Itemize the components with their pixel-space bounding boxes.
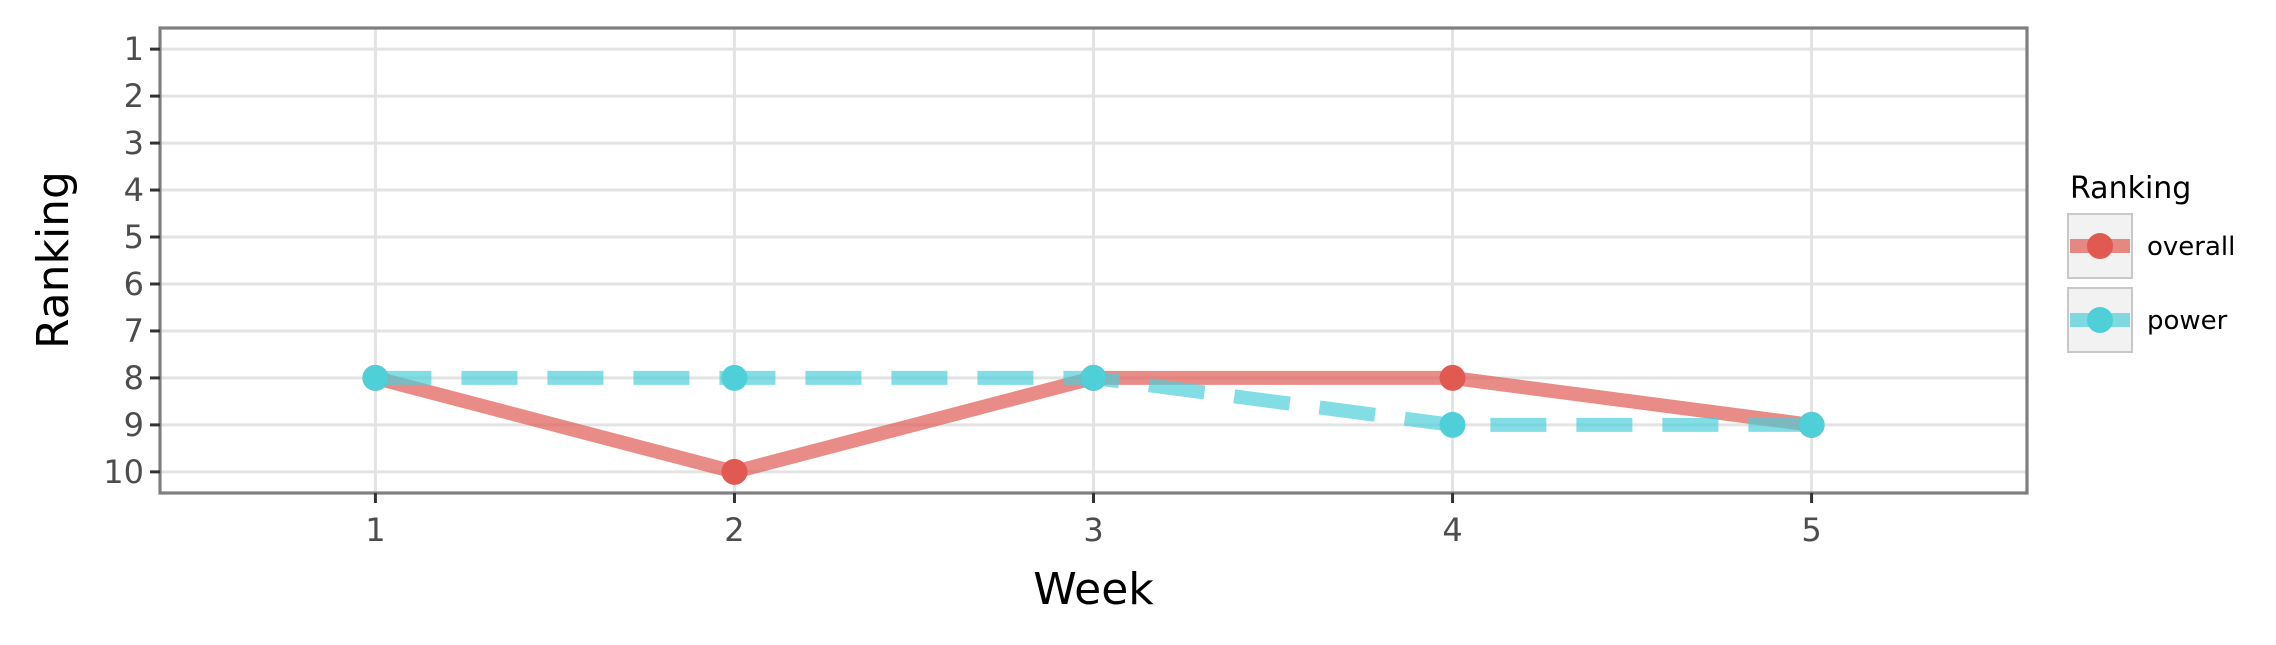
data-point-power xyxy=(721,364,748,391)
y-tick-label: 8 xyxy=(124,359,144,397)
x-tick-label: 2 xyxy=(724,511,744,549)
y-tick-label: 10 xyxy=(103,453,144,491)
data-point-power xyxy=(1798,411,1825,438)
legend-label-power: power xyxy=(2147,306,2228,336)
x-tick-label: 3 xyxy=(1083,511,1103,549)
y-tick-label: 4 xyxy=(124,171,144,209)
legend-title: Ranking xyxy=(2070,171,2191,206)
data-point-overall xyxy=(721,458,748,485)
legend-key-point-overall xyxy=(2087,233,2113,259)
x-tick-label: 5 xyxy=(1801,511,1821,549)
y-tick-label: 3 xyxy=(124,124,144,162)
x-tick-label: 1 xyxy=(365,511,385,549)
series-points xyxy=(362,364,1825,485)
x-axis-title: Week xyxy=(1033,564,1154,615)
y-tick-label: 2 xyxy=(124,77,144,115)
legend-label-overall: overall xyxy=(2147,232,2235,262)
y-tick-label: 9 xyxy=(124,406,144,444)
axes: 1 2 3 4 5 6 7 8 9 10 1 2 3 4 5 xyxy=(103,30,1821,549)
y-tick-label: 1 xyxy=(124,30,144,68)
data-point-power xyxy=(1439,411,1466,438)
legend-key-point-power xyxy=(2087,307,2113,333)
x-tick-label: 4 xyxy=(1442,511,1462,549)
y-tick-label: 7 xyxy=(124,312,144,350)
data-point-power xyxy=(362,364,389,391)
y-tick-label: 6 xyxy=(124,265,144,303)
data-point-overall xyxy=(1439,364,1466,391)
y-tick-label: 5 xyxy=(124,218,144,256)
data-point-power xyxy=(1080,364,1107,391)
y-axis-title: Ranking xyxy=(28,171,79,349)
legend: Ranking overall power xyxy=(2067,171,2235,353)
